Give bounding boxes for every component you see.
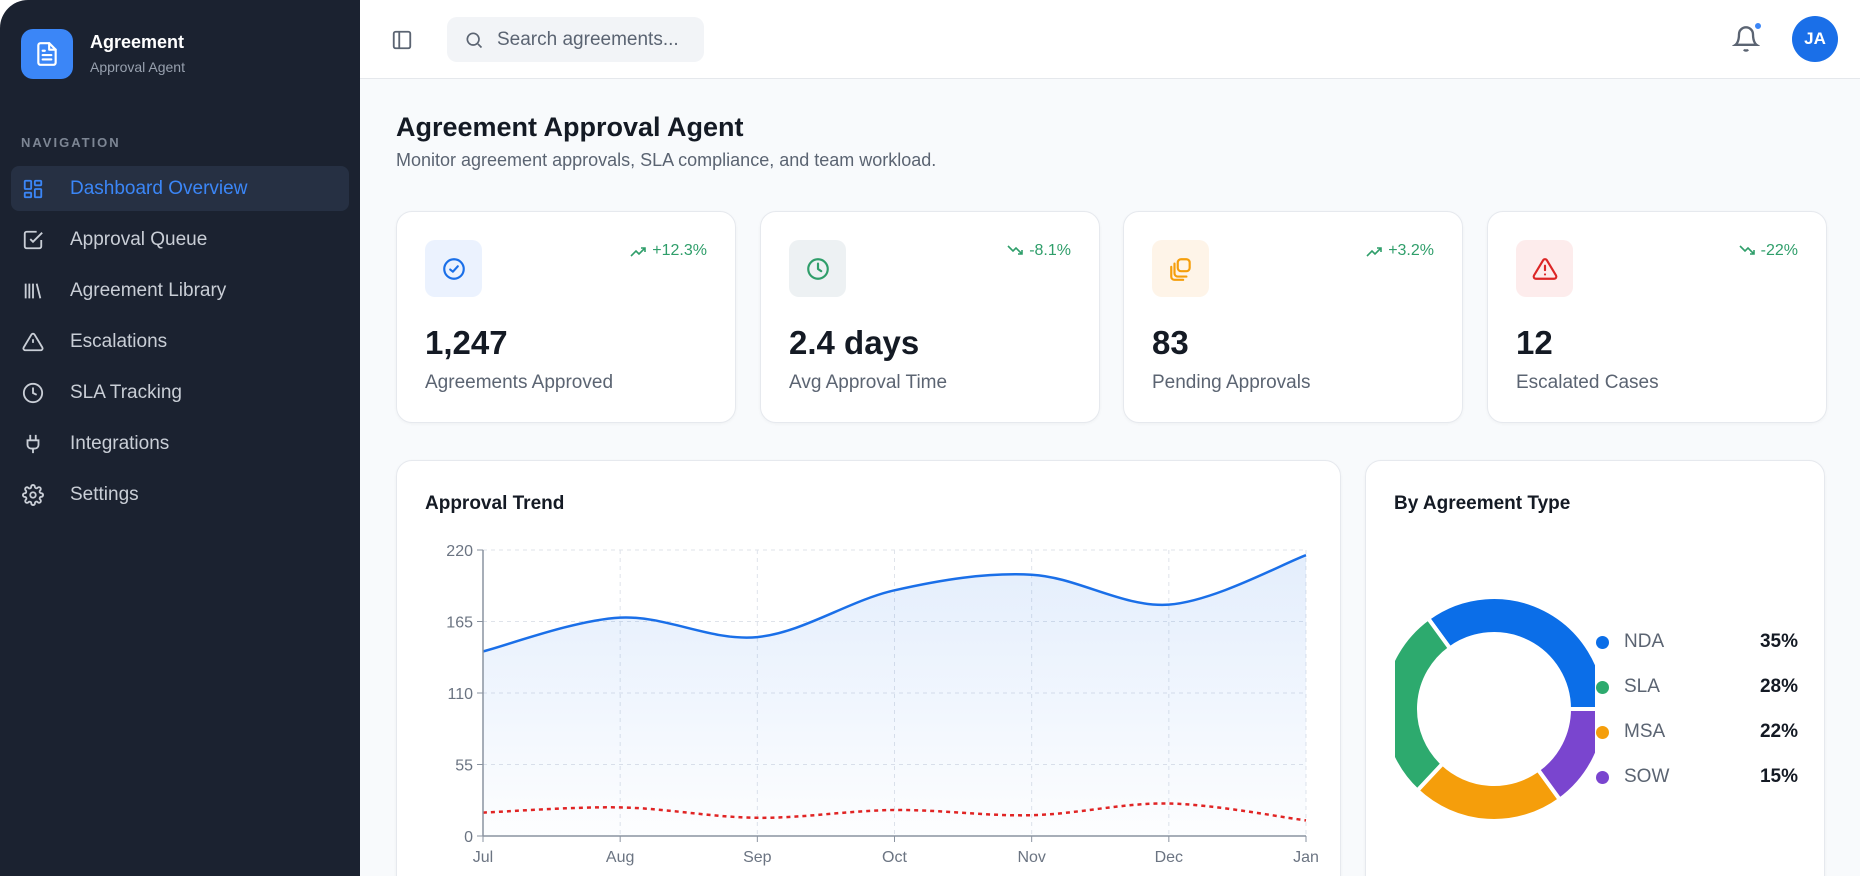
stat-change-value: +3.2% xyxy=(1388,242,1434,259)
legend-label: SOW xyxy=(1624,766,1670,787)
stat-change-value: -22% xyxy=(1760,242,1798,259)
stat-label: Agreements Approved xyxy=(425,372,614,393)
trend-down-icon xyxy=(1007,245,1024,255)
legend-value: 28% xyxy=(1759,676,1798,697)
checkbox-icon xyxy=(23,230,43,249)
stat-change-value: -8.1% xyxy=(1029,242,1071,259)
chart-title: Approval Trend xyxy=(425,493,565,514)
library-icon xyxy=(24,282,42,299)
sidebar-item-label: SLA Tracking xyxy=(70,381,182,403)
legend-swatch xyxy=(1596,725,1609,739)
sidebar-item-integrations[interactable]: Integrations xyxy=(11,421,349,466)
sidebar-item-agreement-library[interactable]: Agreement Library xyxy=(11,268,349,313)
copy-icon xyxy=(1152,240,1209,297)
brand-title: Agreement xyxy=(90,32,185,52)
stat-change: -22% xyxy=(1739,242,1798,260)
sidebar-item-escalations[interactable]: Escalations xyxy=(11,319,349,364)
stat-value: 1,247 xyxy=(425,324,508,361)
search-input[interactable]: Search agreements... xyxy=(447,17,704,62)
legend-item: SLA 28% xyxy=(1596,674,1798,700)
stat-value: 12 xyxy=(1516,324,1553,361)
stat-card: +12.3% 1,247 Agreements Approved xyxy=(396,211,736,423)
search-icon xyxy=(466,32,483,48)
sidebar-item-label: Agreement Library xyxy=(70,279,227,301)
legend-label: MSA xyxy=(1624,721,1666,742)
stat-change: +12.3% xyxy=(630,242,707,260)
trend-up-icon xyxy=(1366,247,1382,257)
stat-label: Avg Approval Time xyxy=(789,372,948,393)
sidebar-item-label: Settings xyxy=(70,483,139,505)
stat-card: -22% 12 Escalated Cases xyxy=(1487,211,1827,423)
bell-icon xyxy=(1731,26,1761,52)
top-header: Search agreements... JA xyxy=(360,0,1860,79)
stat-card: -8.1% 2.4 days Avg Approval Time xyxy=(760,211,1100,423)
sidebar-item-label: Integrations xyxy=(70,432,170,454)
agreement-type-card: By Agreement Type xyxy=(1365,460,1825,876)
plug-icon xyxy=(26,434,40,453)
sidebar-item-sla-tracking[interactable]: SLA Tracking xyxy=(11,370,349,415)
page-title: Agreement Approval Agent xyxy=(396,112,744,142)
stat-change: -8.1% xyxy=(1007,242,1071,260)
sidebar-item-approval-queue[interactable]: Approval Queue xyxy=(11,217,349,262)
legend-swatch xyxy=(1596,635,1609,649)
notification-badge xyxy=(1753,21,1763,31)
document-icon xyxy=(21,29,73,79)
chart-title: By Agreement Type xyxy=(1394,493,1571,514)
stat-label: Escalated Cases xyxy=(1516,372,1659,393)
notifications-button[interactable] xyxy=(1731,21,1763,54)
sidebar-item-label: Dashboard Overview xyxy=(70,177,248,199)
sidebar-toggle-icon[interactable] xyxy=(391,29,413,51)
sidebar-item-dashboard-overview[interactable]: Dashboard Overview xyxy=(11,166,349,211)
stat-label: Pending Approvals xyxy=(1152,372,1311,393)
stat-value: 2.4 days xyxy=(789,324,920,361)
avatar[interactable]: JA xyxy=(1792,16,1838,62)
legend-label: NDA xyxy=(1624,631,1665,652)
legend-value: 22% xyxy=(1759,721,1798,742)
nav-section-label: NAVIGATION xyxy=(21,135,121,150)
sidebar-nav: Dashboard Overview Approval Queue Agreem… xyxy=(11,166,349,523)
legend-swatch xyxy=(1596,680,1609,694)
sidebar-item-label: Approval Queue xyxy=(70,228,208,250)
dashboard-icon xyxy=(23,179,43,198)
legend-item: MSA 22% xyxy=(1596,719,1798,745)
brand-subtitle: Approval Agent xyxy=(90,59,185,75)
stat-value: 83 xyxy=(1152,324,1189,361)
legend-swatch xyxy=(1596,770,1609,784)
search-placeholder: Search agreements... xyxy=(497,28,679,50)
approval-trend-card: Approval Trend xyxy=(396,460,1341,876)
legend-label: SLA xyxy=(1624,676,1660,697)
warning-icon xyxy=(22,332,44,351)
sidebar-item-settings[interactable]: Settings xyxy=(11,472,349,517)
legend-item: NDA 35% xyxy=(1596,629,1798,655)
legend-value: 15% xyxy=(1759,766,1798,787)
trend-up-icon xyxy=(630,247,647,257)
clock-icon xyxy=(22,382,44,403)
page-subtitle: Monitor agreement approvals, SLA complia… xyxy=(396,150,937,170)
clock-icon xyxy=(789,240,846,297)
legend-item: SOW 15% xyxy=(1596,764,1798,790)
stat-card: +3.2% 83 Pending Approvals xyxy=(1123,211,1463,423)
legend-value: 35% xyxy=(1759,631,1798,652)
trend-down-icon xyxy=(1739,245,1755,255)
gear-icon xyxy=(22,483,44,506)
check-circle-icon xyxy=(425,240,482,297)
sidebar-item-label: Escalations xyxy=(70,330,168,352)
sidebar: Agreement Approval Agent NAVIGATION Dash… xyxy=(0,0,360,876)
stat-change: +3.2% xyxy=(1366,242,1434,260)
alert-triangle-icon xyxy=(1516,240,1573,297)
stat-change-value: +12.3% xyxy=(652,242,707,259)
